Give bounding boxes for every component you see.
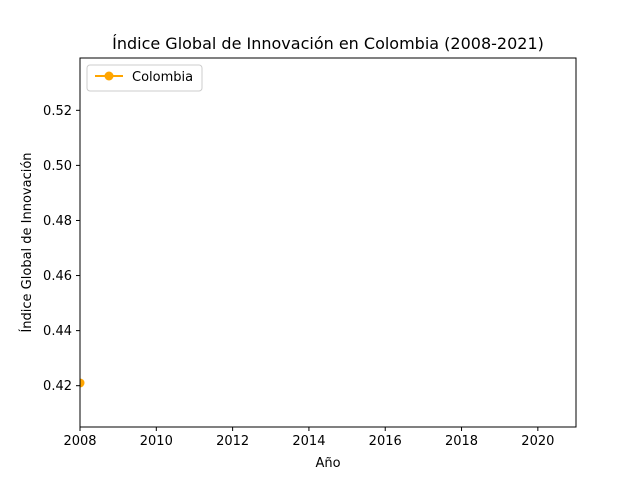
- legend: Colombia: [86, 64, 203, 92]
- y-tick-label: 0.50: [43, 159, 72, 174]
- x-tick-label: 2014: [292, 434, 325, 449]
- legend-marker-sample: [104, 71, 114, 81]
- x-axis-label: Año: [315, 456, 340, 471]
- series-layer: [80, 378, 85, 388]
- x-tick-label: 2012: [216, 434, 249, 449]
- y-axis-label: Índice Global de Innovación: [19, 152, 35, 332]
- chart-title: Índice Global de Innovación en Colombia …: [112, 34, 544, 53]
- x-tick-label: 2008: [63, 434, 96, 449]
- x-tick-label: 2016: [369, 434, 402, 449]
- y-axis-ticks: 0.42 0.44 0.46 0.48 0.50 0.52: [43, 104, 80, 394]
- data-point: [80, 378, 85, 388]
- x-tick-label: 2018: [445, 434, 478, 449]
- x-tick-label: 2020: [521, 434, 554, 449]
- y-tick-label: 0.42: [43, 379, 72, 394]
- y-tick-label: 0.48: [43, 214, 72, 229]
- x-tick-label: 2010: [140, 434, 173, 449]
- y-tick-label: 0.46: [43, 269, 72, 284]
- y-tick-label: 0.44: [43, 324, 72, 339]
- x-axis-ticks: 2008 2010 2012 2014 2016 2018 2020: [63, 427, 554, 449]
- legend-entry-colombia: Colombia: [132, 70, 193, 85]
- y-tick-label: 0.52: [43, 104, 72, 119]
- plot-frame: [79, 57, 577, 428]
- legend-frame: [86, 64, 203, 92]
